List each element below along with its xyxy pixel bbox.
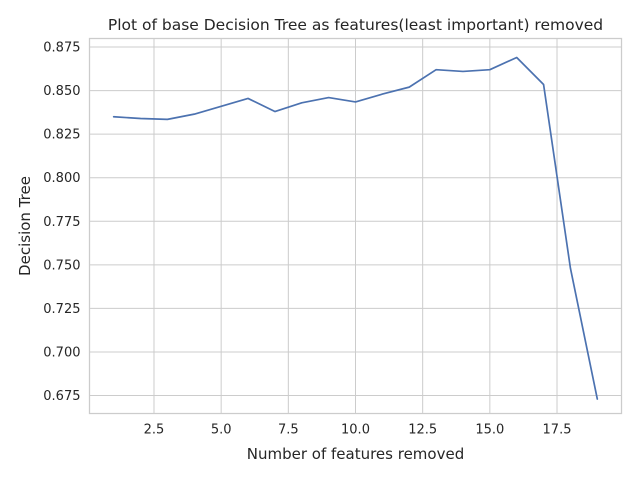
x-axis-label: Number of features removed [247,445,464,463]
x-tick-label: 5.0 [211,423,232,438]
x-tick-labels: 2.5 5.0 7.5 10.0 12.5 15.0 17.5 [144,423,572,438]
series-layer [112,56,599,400]
y-tick-labels: 0.675 0.700 0.725 0.750 0.775 0.800 0.825 0.850… [43,41,80,405]
x-tick-label: 12.5 [408,423,437,438]
y-tick-label: 0.700 [43,345,80,360]
x-tick-label: 10.0 [341,423,370,438]
y-tick-label: 0.775 [43,215,80,230]
x-tick-label: 2.5 [144,423,165,438]
y-tick-label: 0.750 [43,258,80,273]
y-tick-label: 0.850 [43,84,80,99]
y-tick-label: 0.725 [43,302,80,317]
x-tick-label: 7.5 [278,423,299,438]
grid-lines [89,38,622,414]
y-tick-label: 0.825 [43,128,80,143]
plot-area-frame [88,37,623,415]
y-tick-label: 0.675 [43,389,80,404]
x-tick-label: 17.5 [543,423,572,438]
x-tick-label: 15.0 [475,423,504,438]
y-axis-label: Decision Tree [16,176,34,276]
chart-title: Plot of base Decision Tree as features(l… [108,16,603,34]
series-line [112,56,599,400]
y-tick-label: 0.800 [43,171,80,186]
y-tick-label: 0.875 [43,41,80,56]
